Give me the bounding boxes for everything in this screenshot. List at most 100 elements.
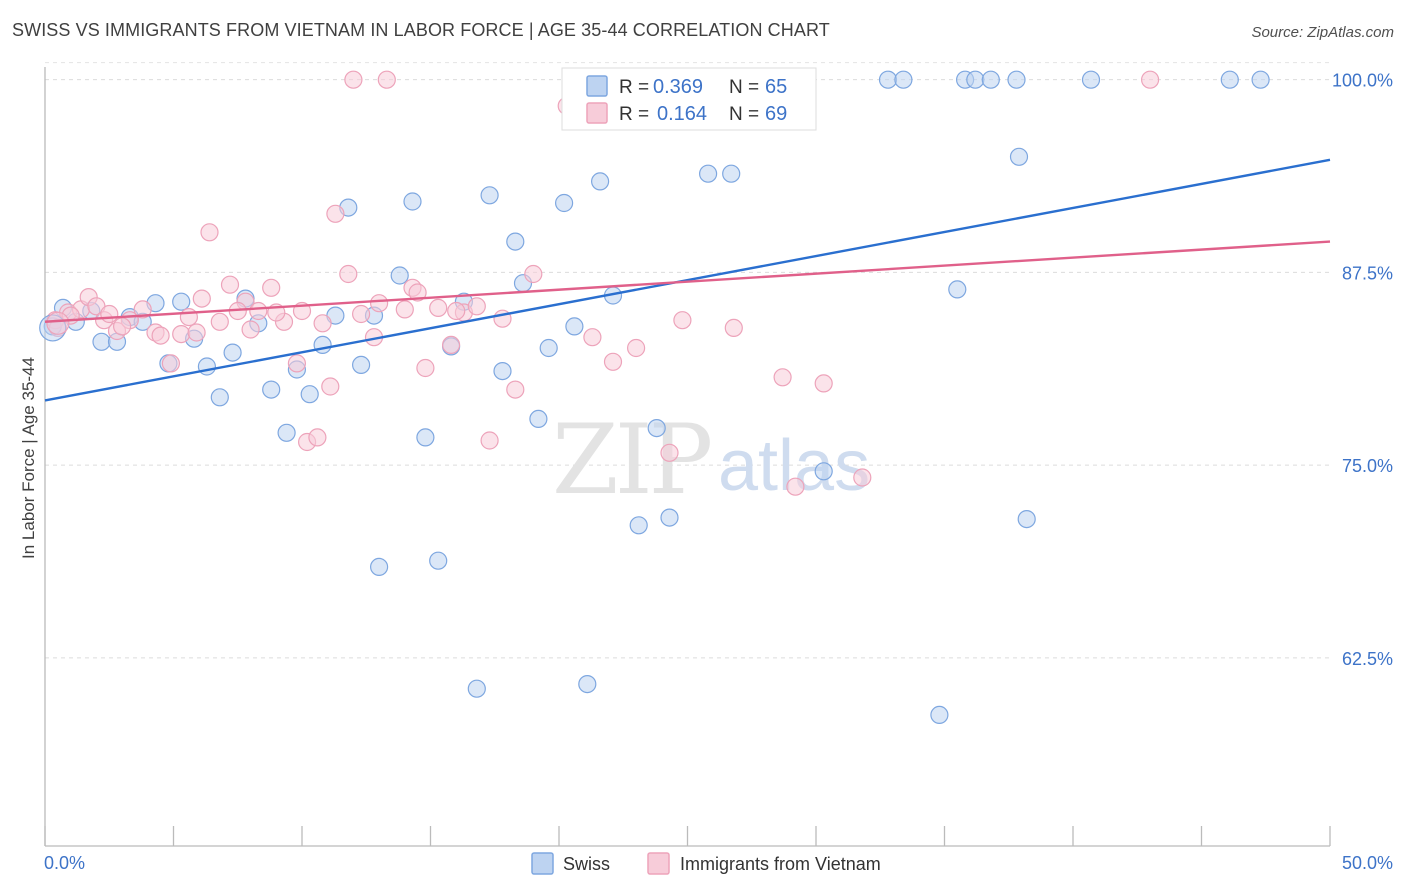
stats-legend: R = 0.369 N = 65 R = 0.164 N = 69 xyxy=(561,67,817,131)
vietnam-point xyxy=(100,304,119,324)
vietnam-point xyxy=(724,318,743,337)
swiss-point xyxy=(660,508,679,527)
vietnam-point xyxy=(151,326,170,345)
swiss-trend-line xyxy=(44,158,1331,402)
trend-lines xyxy=(44,158,1331,402)
vietnam-point xyxy=(220,275,240,294)
swiss-point xyxy=(930,705,949,725)
vietnam-point xyxy=(673,311,692,330)
swiss-point xyxy=(554,193,574,213)
swiss-series-swatch xyxy=(531,852,554,875)
vietnam-point xyxy=(442,335,461,354)
swiss-point xyxy=(416,428,435,447)
vietnam-trend-line xyxy=(44,240,1331,323)
vietnam-point xyxy=(326,204,345,223)
vietnam-point xyxy=(192,289,211,308)
swiss-point xyxy=(722,164,741,183)
swiss-point xyxy=(506,232,525,251)
swiss-point xyxy=(172,292,191,311)
vietnam-point xyxy=(287,354,306,373)
swiss-point xyxy=(429,551,448,570)
swiss-n-label: N = xyxy=(729,77,759,98)
swiss-point xyxy=(300,385,319,404)
vietnam-point xyxy=(626,338,646,358)
vietnam-point xyxy=(179,308,198,327)
vietnam-point xyxy=(308,428,327,447)
swiss-point xyxy=(1009,147,1029,166)
swiss-n-value: 65 xyxy=(765,76,787,98)
vietnam-point xyxy=(408,283,427,302)
vietnam-point xyxy=(506,380,525,399)
swiss-point xyxy=(1017,509,1036,529)
x-ticks xyxy=(44,826,1331,846)
swiss-point xyxy=(1251,70,1270,89)
y-tick-label: 62.5% xyxy=(1342,649,1393,669)
swiss-point xyxy=(493,362,512,381)
swiss-point xyxy=(277,423,296,442)
swiss-point xyxy=(698,164,718,183)
x-tick-label-max: 50.0% xyxy=(1342,853,1393,873)
vietnam-point xyxy=(370,294,389,313)
swiss-point xyxy=(352,355,371,374)
vietnam-point xyxy=(112,317,132,336)
swiss-point xyxy=(210,388,229,407)
swiss-point xyxy=(878,70,898,89)
grid-lines xyxy=(45,62,1330,659)
series-legend: Swiss Immigrants from Vietnam xyxy=(531,852,881,875)
swiss-point xyxy=(1081,70,1101,89)
vietnam-point xyxy=(200,223,219,242)
swiss-point xyxy=(480,186,499,205)
swiss-point xyxy=(981,70,1000,89)
swiss-point xyxy=(814,462,833,481)
swiss-point xyxy=(948,280,967,299)
swiss-point xyxy=(647,419,666,438)
swiss-r-value: 0.369 xyxy=(653,76,703,98)
swiss-point xyxy=(390,266,409,285)
vietnam-point xyxy=(660,443,679,462)
vietnam-point xyxy=(395,300,414,319)
y-tick-label: 75.0% xyxy=(1342,456,1393,476)
swiss-point xyxy=(966,70,985,89)
swiss-point xyxy=(403,192,422,211)
vietnam-point xyxy=(344,70,363,89)
vietnam-point xyxy=(210,312,229,331)
vietnam-point xyxy=(172,325,191,344)
vietnam-point xyxy=(480,431,499,450)
vietnam-r-label: R = xyxy=(619,104,649,125)
swiss-series-label: Swiss xyxy=(563,854,610,874)
vietnam-point xyxy=(377,70,396,89)
vietnam-point xyxy=(786,477,805,496)
vietnam-n-value: 69 xyxy=(765,103,787,125)
vietnam-point xyxy=(249,301,268,321)
vietnam-point xyxy=(447,301,466,321)
vietnam-point xyxy=(262,278,281,297)
vietnam-point xyxy=(133,300,152,319)
vietnam-point xyxy=(313,314,332,333)
vietnam-series-swatch xyxy=(647,852,670,875)
vietnam-point xyxy=(773,368,792,387)
vietnam-n-label: N = xyxy=(729,104,759,125)
vietnam-point xyxy=(583,328,602,347)
swiss-point xyxy=(370,557,389,577)
vietnam-point xyxy=(241,320,260,339)
vietnam-point xyxy=(814,374,833,393)
swiss-point xyxy=(262,380,281,399)
vietnam-point xyxy=(429,298,448,317)
swiss-point xyxy=(92,332,111,351)
vietnam-point xyxy=(187,323,206,342)
swiss-point xyxy=(629,516,648,535)
vietnam-point xyxy=(467,297,486,316)
source-label: Source: ZipAtlas.com xyxy=(1251,24,1394,41)
y-tick-label: 87.5% xyxy=(1342,263,1393,283)
vietnam-point xyxy=(161,354,180,373)
vietnam-point xyxy=(524,264,543,284)
swiss-point xyxy=(197,357,216,376)
y-tick-label: 100.0% xyxy=(1332,71,1393,91)
swiss-point xyxy=(467,679,486,698)
data-points xyxy=(39,70,1270,725)
vietnam-point xyxy=(603,352,623,371)
watermark: ZIP atlas xyxy=(552,404,870,516)
swiss-legend-swatch xyxy=(586,75,608,97)
swiss-point xyxy=(223,343,242,362)
